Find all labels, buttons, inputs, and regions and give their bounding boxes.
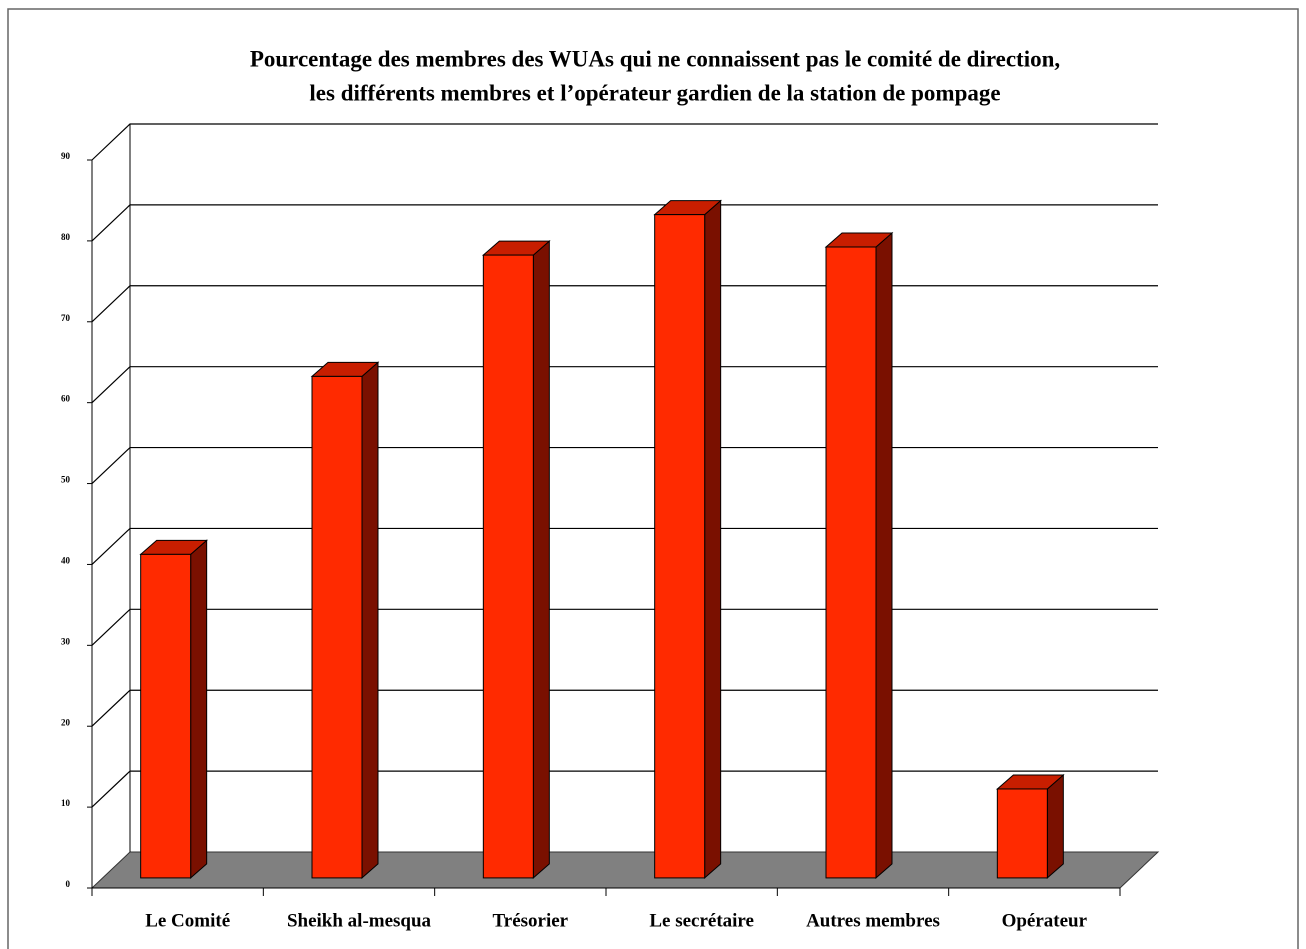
grid-line — [91, 366, 1158, 404]
grid-line — [91, 285, 1158, 323]
y-tick-label: 10 — [61, 798, 71, 808]
grid-line — [91, 446, 1158, 484]
grid-line — [91, 123, 1158, 161]
grid-line — [91, 608, 1158, 646]
bar-side — [875, 231, 893, 880]
bar-side — [361, 361, 379, 880]
x-tick-label: Trésorier — [493, 910, 569, 931]
bar — [654, 214, 706, 879]
bar — [482, 254, 534, 879]
bar — [996, 788, 1048, 879]
grid-line — [91, 770, 1158, 808]
bar — [825, 246, 877, 879]
y-tick-label: 30 — [61, 636, 71, 646]
y-tick-label: 20 — [61, 717, 71, 727]
bar-side — [190, 539, 208, 880]
bar-side — [532, 239, 550, 880]
chart-title: Pourcentage des membres des WUAs qui ne … — [250, 46, 1060, 71]
x-tick-label: Opérateur — [1002, 910, 1088, 931]
y-tick-label: 80 — [61, 232, 71, 242]
y-tick-label: 0 — [66, 879, 71, 889]
x-tick-label: Autres membres — [806, 910, 940, 931]
x-tick-label: Le secrétaire — [649, 910, 754, 931]
y-tick-label: 70 — [61, 313, 71, 323]
x-tick-label: Sheikh al-mesqua — [287, 910, 432, 931]
grid-line — [91, 204, 1158, 242]
grid-line — [91, 527, 1158, 565]
bar-side — [1046, 773, 1064, 880]
y-tick-label: 50 — [61, 475, 71, 485]
chart-title: les différents membres et l’opérateur ga… — [309, 80, 1000, 105]
y-tick-label: 40 — [61, 556, 71, 566]
bar-side — [704, 199, 722, 880]
grid-line — [91, 689, 1158, 727]
chart-border — [7, 8, 1299, 949]
y-tick-label: 90 — [61, 151, 71, 161]
bar — [140, 553, 192, 879]
x-tick-label: Le Comité — [145, 910, 230, 931]
bar — [311, 375, 363, 879]
y-tick-label: 60 — [61, 394, 71, 404]
